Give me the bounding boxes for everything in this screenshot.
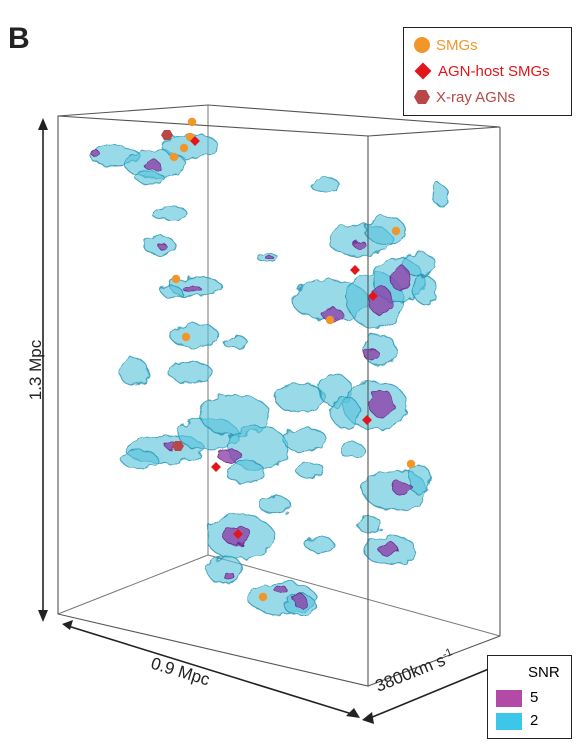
smg-point <box>392 227 400 235</box>
snr-2-swatch <box>496 713 522 730</box>
panel-label: B <box>8 22 30 56</box>
snr-5-label: 5 <box>530 689 538 706</box>
hexagon-icon <box>414 90 430 104</box>
legend-item-xray-agn: X-ray AGNs <box>414 86 515 108</box>
legend-label: X-ray AGNs <box>436 89 515 106</box>
smg-point <box>407 460 415 468</box>
circle-icon <box>414 37 430 53</box>
snr-5-swatch <box>496 690 522 707</box>
legend-label: AGN-host SMGs <box>438 63 550 80</box>
snr-title: SNR <box>528 664 560 681</box>
agn-host-point <box>211 462 221 472</box>
smg-point <box>170 153 178 161</box>
legend-item-agn-host: AGN-host SMGs <box>414 60 550 82</box>
snr-legend: SNR 5 2 <box>487 655 572 739</box>
smg-point <box>326 316 334 324</box>
legend-label: SMGs <box>436 37 478 54</box>
smg-point <box>172 275 180 283</box>
legend-item-smgs: SMGs <box>414 34 478 56</box>
smg-point <box>182 333 190 341</box>
snr-2-label: 2 <box>530 712 538 729</box>
smg-point <box>188 118 196 126</box>
marker-legend: SMGs AGN-host SMGs X-ray AGNs <box>403 27 572 116</box>
smg-point <box>259 593 267 601</box>
dimension-arrows <box>38 118 504 724</box>
agn-host-point <box>350 265 360 275</box>
snr-2-contours <box>90 134 448 615</box>
smg-point <box>180 144 188 152</box>
diamond-icon <box>414 62 432 80</box>
height-axis-label: 1.3 Mpc <box>26 330 46 410</box>
